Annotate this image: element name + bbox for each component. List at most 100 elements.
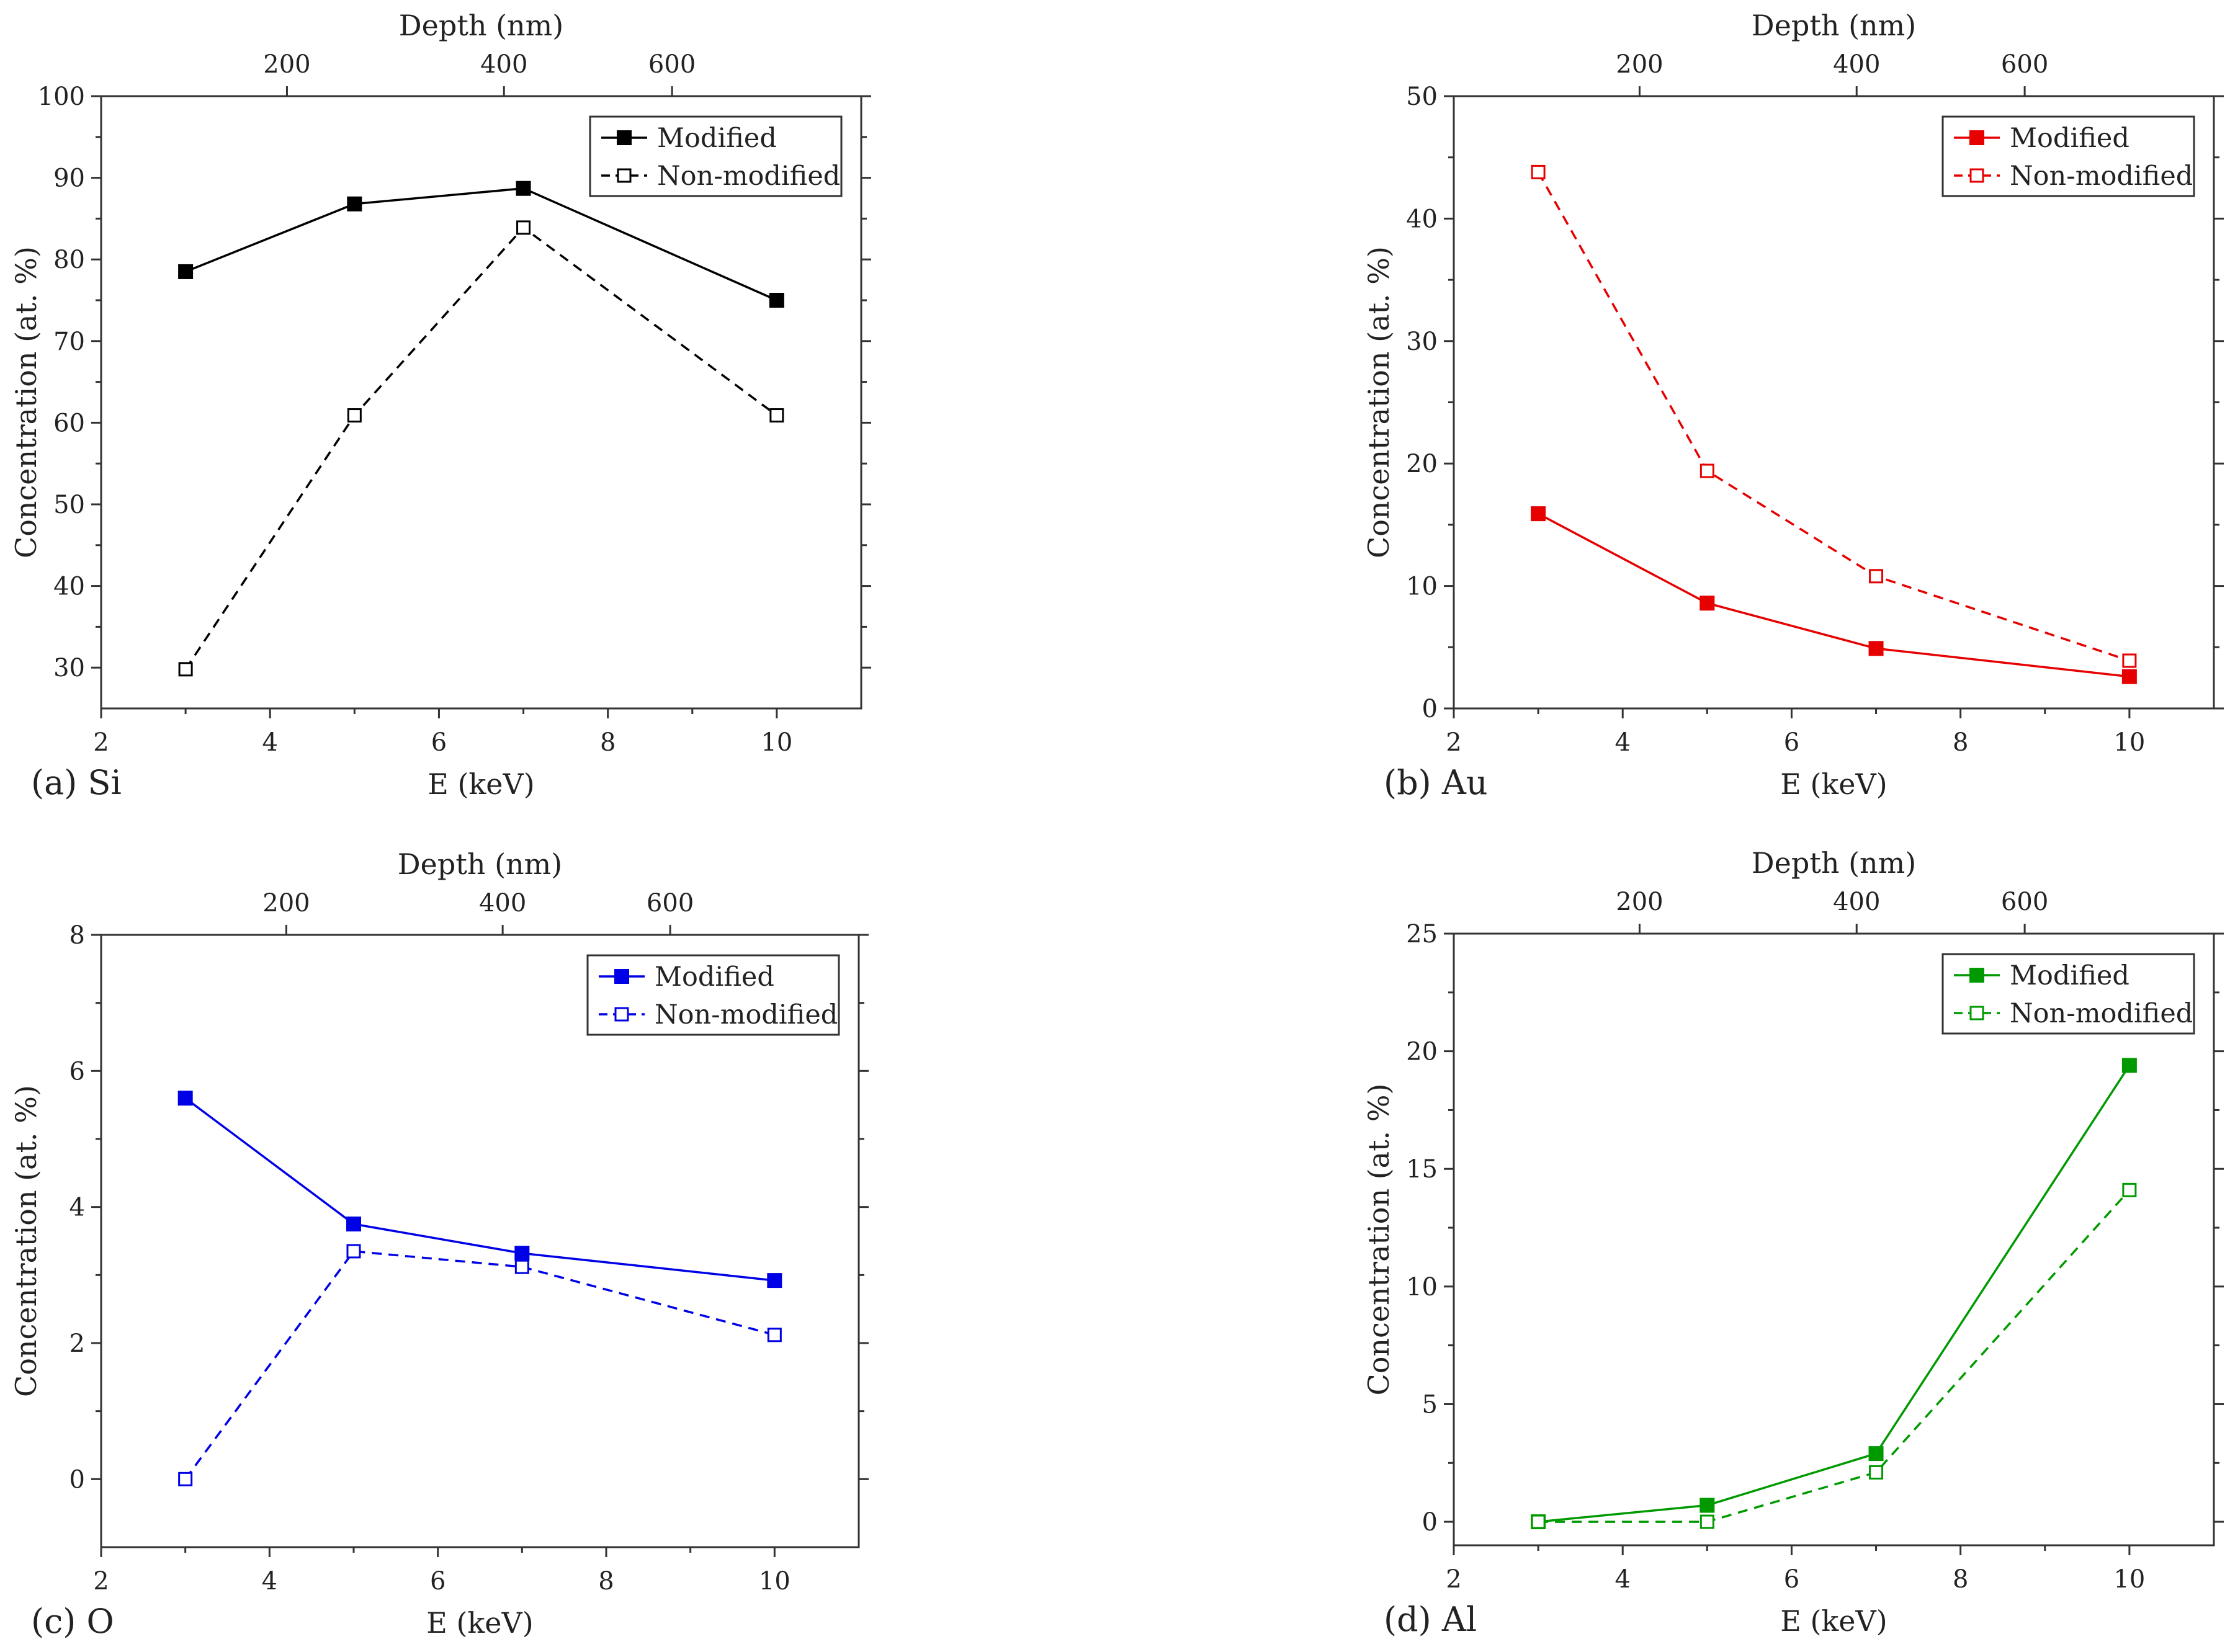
y-tick-label: 0 <box>69 1465 85 1494</box>
series-line-non-modified <box>184 1250 775 1480</box>
data-point <box>2121 669 2137 684</box>
x-tick-label: 2 <box>93 1567 109 1596</box>
series-line-modified <box>1538 512 2130 678</box>
legend-marker <box>617 130 632 145</box>
legend-box <box>1941 115 2195 197</box>
series-line-non-modified <box>1537 171 2130 662</box>
y-tick-label: 100 <box>38 83 85 111</box>
legend-label: Modified <box>2010 123 2129 154</box>
x-tick-label: 6 <box>431 728 447 757</box>
y-tick-label: 15 <box>1406 1155 1438 1184</box>
y-tick-label: 6 <box>69 1057 85 1086</box>
y-tick-label: 0 <box>1422 695 1438 723</box>
y-tick-label: 8 <box>69 921 85 950</box>
x-tick-label: 8 <box>600 728 616 757</box>
data-point <box>178 662 193 677</box>
y-tick-label: 2 <box>69 1329 85 1358</box>
legend-marker <box>614 969 629 984</box>
y-tick-label: 4 <box>69 1194 85 1222</box>
x-tick-label: 4 <box>262 1567 277 1596</box>
y-tick-label: 40 <box>53 573 85 601</box>
x-axis-title: E (keV) <box>428 767 534 801</box>
y-tick-label: 20 <box>1406 1038 1438 1066</box>
y-tick-label: 10 <box>1406 573 1438 601</box>
data-point <box>767 1328 782 1342</box>
y-tick-label: 40 <box>1406 205 1438 233</box>
x-tick-label: 10 <box>761 728 792 757</box>
x-tick-label: 4 <box>1614 1565 1630 1594</box>
top-tick-label: 200 <box>263 50 310 79</box>
y-tick-label: 10 <box>1406 1273 1438 1302</box>
x-axis-title: E (keV) <box>1780 767 1887 801</box>
data-point <box>2121 1058 2137 1073</box>
data-point <box>1869 1465 1884 1480</box>
legend-label: Non-modified <box>2010 161 2193 192</box>
data-point <box>516 220 531 235</box>
x-tick-label: 10 <box>2113 728 2145 757</box>
data-point <box>514 1246 530 1261</box>
series-line-non-modified <box>184 226 777 670</box>
y-tick-label: 30 <box>1406 328 1438 356</box>
data-point <box>1531 506 1546 522</box>
x-tick-label: 4 <box>1614 728 1630 757</box>
data-point <box>1699 1498 1715 1513</box>
y-tick-label: 20 <box>1406 450 1438 478</box>
legend-label: Modified <box>657 123 777 154</box>
data-point <box>1699 596 1715 611</box>
data-point <box>177 1091 193 1106</box>
top-tick-label: 400 <box>479 889 526 918</box>
x-tick-label: 10 <box>2113 1565 2145 1594</box>
plot-frame <box>100 95 862 710</box>
data-point <box>1869 569 1884 584</box>
data-point <box>767 1273 782 1288</box>
top-tick-label: 200 <box>1616 888 1663 916</box>
series-line-modified <box>185 187 777 301</box>
y-axis-title: Concentration (at. %) <box>9 246 43 558</box>
data-point <box>1531 164 1546 179</box>
panel-label: (c) O <box>31 1602 114 1641</box>
y-axis-title: Concentration (at. %) <box>1362 246 1395 558</box>
top-tick-label: 400 <box>1833 888 1880 916</box>
data-point <box>178 264 194 279</box>
legend-box <box>1941 953 2195 1035</box>
legend-marker <box>1969 1006 1984 1020</box>
y-tick-label: 0 <box>1422 1508 1438 1537</box>
x-tick-label: 6 <box>1784 1565 1799 1594</box>
chart-panel-2: 2 4 6 8 10 0 10 20 30 40 50 200 400 600 Depth (nm) E (k… <box>1362 9 2224 802</box>
legend-marker <box>1969 968 1984 983</box>
x-tick-label: 6 <box>1784 728 1799 757</box>
chart-panel-3: 2 4 6 8 10 0 2 4 6 8 200 400 600 Depth (nm) E (keV) Con… <box>9 847 869 1641</box>
data-point <box>2122 653 2137 668</box>
legend-label: Non-modified <box>657 161 840 192</box>
y-tick-label: 30 <box>53 654 85 682</box>
series-line-modified <box>184 1097 775 1282</box>
x-tick-label: 2 <box>1446 728 1461 757</box>
legend-label: Non-modified <box>2010 998 2193 1029</box>
data-point <box>346 1244 361 1259</box>
series-line-non-modified <box>1538 1189 2131 1523</box>
y-tick-label: 60 <box>53 409 85 437</box>
data-point <box>347 408 362 423</box>
data-point <box>516 181 531 196</box>
x-tick-label: 2 <box>1446 1565 1461 1594</box>
chart-panel-4: 2 4 6 8 10 0 5 10 15 20 25 200 400 600 Depth (nm) E (ke… <box>1362 846 2224 1639</box>
x-axis-title: E (keV) <box>426 1606 533 1640</box>
data-point <box>347 196 362 212</box>
legend-box <box>589 115 843 197</box>
plot-frame <box>100 934 860 1548</box>
x-tick-label: 8 <box>598 1567 614 1596</box>
top-axis-title: Depth (nm) <box>1752 846 1916 880</box>
legend-marker <box>617 168 632 183</box>
data-point <box>514 1259 529 1274</box>
top-tick-label: 600 <box>647 889 694 918</box>
top-axis-title: Depth (nm) <box>399 9 563 42</box>
legend-label: Modified <box>2010 960 2129 991</box>
top-tick-label: 400 <box>480 50 527 79</box>
data-point <box>1699 1514 1714 1529</box>
y-tick-label: 80 <box>53 246 85 274</box>
top-tick-label: 200 <box>262 889 310 918</box>
y-tick-label: 90 <box>53 164 85 193</box>
x-tick-label: 2 <box>93 728 109 757</box>
top-axis-title: Depth (nm) <box>398 847 562 881</box>
data-point <box>2122 1182 2137 1197</box>
